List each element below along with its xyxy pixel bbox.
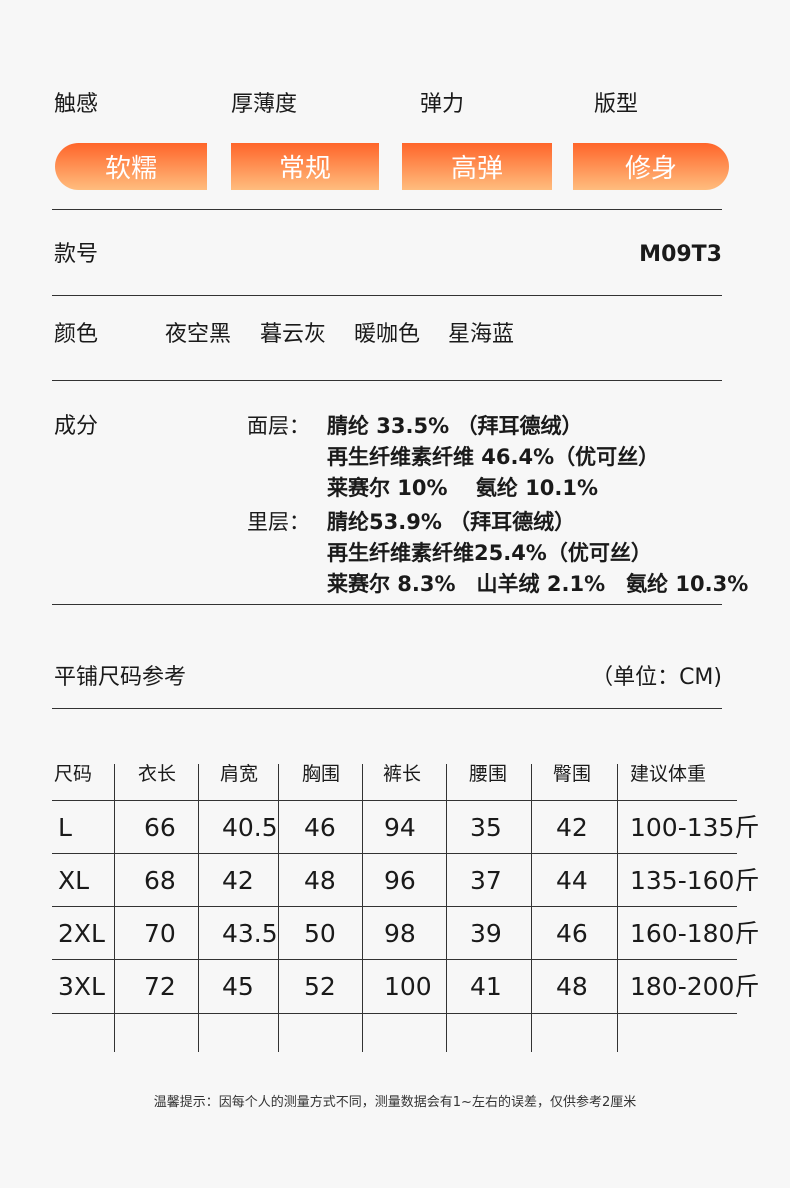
table-cell: 135-160斤 bbox=[630, 866, 760, 895]
table-cell: 35 bbox=[470, 813, 502, 842]
outer-line: 腈纶 33.5% （拜耳德绒） bbox=[327, 414, 583, 438]
table-cell: 66 bbox=[144, 813, 176, 842]
table-column-divider bbox=[198, 764, 199, 1052]
table-header-cell: 裤长 bbox=[383, 763, 422, 785]
table-cell: 98 bbox=[384, 919, 416, 948]
style-no-value: M09T3 bbox=[639, 242, 722, 267]
inner-line: 腈纶53.9% （拜耳德绒） bbox=[327, 510, 576, 534]
table-row-divider bbox=[52, 1013, 737, 1014]
table-header-cell: 建议体重 bbox=[630, 763, 707, 785]
table-cell: 68 bbox=[144, 866, 176, 895]
color-item: 暖咖色 bbox=[354, 322, 421, 347]
divider bbox=[52, 380, 722, 381]
inner-layer-label: 里层： bbox=[247, 510, 310, 534]
measurement-note: 温馨提示：因每个人的测量方式不同，测量数据会有1~左右的误差，仅供参考2厘米 bbox=[153, 1095, 637, 1110]
table-column-divider bbox=[114, 764, 115, 1052]
size-chart-title: 平铺尺码参考 bbox=[54, 665, 187, 690]
table-cell: 3XL bbox=[58, 972, 105, 1001]
table-row-divider bbox=[52, 906, 737, 907]
style-no-label: 款号 bbox=[54, 242, 99, 267]
table-cell: 50 bbox=[304, 919, 336, 948]
colors-label: 颜色 bbox=[54, 322, 99, 347]
table-cell: 45 bbox=[222, 972, 254, 1001]
table-cell: 100-135斤 bbox=[630, 813, 760, 842]
attr-label-touch: 触感 bbox=[54, 92, 99, 117]
table-header-cell: 臀围 bbox=[553, 763, 592, 785]
table-cell: XL bbox=[58, 866, 90, 895]
table-header-cell: 衣长 bbox=[138, 763, 177, 785]
color-item: 暮云灰 bbox=[260, 322, 327, 347]
outer-line: 莱赛尔 10% 氨纶 10.1% bbox=[327, 476, 599, 500]
attr-label-fit: 版型 bbox=[594, 92, 639, 117]
table-cell: L bbox=[58, 813, 72, 842]
table-header-cell: 胸围 bbox=[302, 763, 341, 785]
table-column-divider bbox=[446, 764, 447, 1052]
table-cell: 70 bbox=[144, 919, 176, 948]
table-cell: 48 bbox=[556, 972, 588, 1001]
divider bbox=[52, 708, 722, 709]
attr-value-fit: 修身 bbox=[573, 143, 729, 190]
table-cell: 46 bbox=[556, 919, 588, 948]
outer-line: 再生纤维素纤维 46.4%（优可丝） bbox=[327, 445, 660, 469]
table-column-divider bbox=[362, 764, 363, 1052]
attr-value-elasticity: 高弹 bbox=[402, 143, 552, 190]
table-cell: 44 bbox=[556, 866, 588, 895]
size-chart-unit: （单位：CM) bbox=[591, 665, 722, 690]
table-cell: 72 bbox=[144, 972, 176, 1001]
divider bbox=[52, 295, 722, 296]
inner-line: 莱赛尔 8.3% 山羊绒 2.1% 氨纶 10.3% bbox=[327, 572, 749, 596]
table-row-divider bbox=[52, 800, 737, 801]
table-header-cell: 腰围 bbox=[469, 763, 508, 785]
table-cell: 180-200斤 bbox=[630, 972, 760, 1001]
table-header-cell: 尺码 bbox=[54, 763, 93, 785]
color-item: 夜空黑 bbox=[165, 322, 232, 347]
table-column-divider bbox=[278, 764, 279, 1052]
composition-label: 成分 bbox=[54, 414, 99, 439]
table-cell: 52 bbox=[304, 972, 336, 1001]
attr-value-thickness: 常规 bbox=[231, 143, 379, 190]
table-column-divider bbox=[617, 764, 618, 1052]
table-column-divider bbox=[531, 764, 532, 1052]
table-cell: 42 bbox=[222, 866, 254, 895]
table-cell: 41 bbox=[470, 972, 502, 1001]
attr-label-elasticity: 弹力 bbox=[420, 92, 465, 117]
table-cell: 96 bbox=[384, 866, 416, 895]
table-cell: 39 bbox=[470, 919, 502, 948]
table-cell: 37 bbox=[470, 866, 502, 895]
table-cell: 160-180斤 bbox=[630, 919, 760, 948]
outer-layer-label: 面层： bbox=[247, 414, 310, 438]
table-cell: 2XL bbox=[58, 919, 105, 948]
attr-label-thickness: 厚薄度 bbox=[231, 92, 298, 117]
attr-value-touch: 软糯 bbox=[55, 143, 207, 190]
divider bbox=[52, 604, 722, 605]
table-cell: 42 bbox=[556, 813, 588, 842]
table-cell: 100 bbox=[384, 972, 432, 1001]
table-cell: 48 bbox=[304, 866, 336, 895]
inner-line: 再生纤维素纤维25.4%（优可丝） bbox=[327, 541, 652, 565]
table-cell: 40.5 bbox=[222, 813, 278, 842]
divider bbox=[52, 209, 722, 210]
table-cell: 46 bbox=[304, 813, 336, 842]
table-row-divider bbox=[52, 959, 737, 960]
color-item: 星海蓝 bbox=[448, 322, 515, 347]
table-row-divider bbox=[52, 853, 737, 854]
table-cell: 94 bbox=[384, 813, 416, 842]
table-cell: 43.5 bbox=[222, 919, 278, 948]
table-header-cell: 肩宽 bbox=[220, 763, 259, 785]
